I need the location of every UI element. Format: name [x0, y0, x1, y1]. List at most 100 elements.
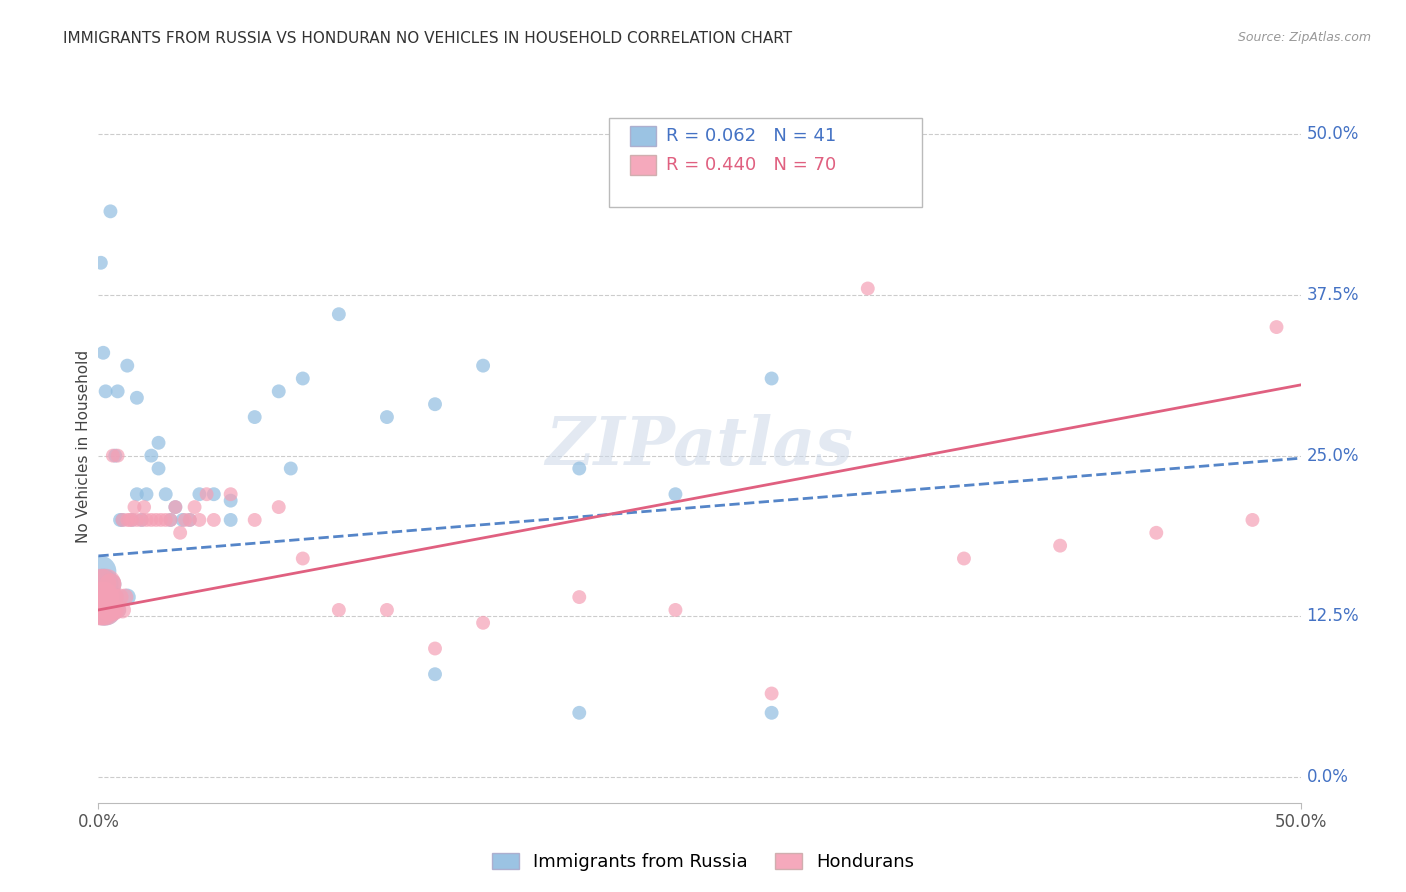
Point [159, 513, 181, 527]
Point [761, 686, 783, 700]
Point [328, 307, 350, 321]
Point [141, 513, 163, 527]
Point [118, 513, 141, 527]
Point [267, 384, 290, 399]
Legend: Immigrants from Russia, Hondurans: Immigrants from Russia, Hondurans [485, 846, 921, 879]
Point [568, 461, 591, 475]
Point [165, 500, 187, 514]
Point [101, 590, 124, 604]
Text: IMMIGRANTS FROM RUSSIA VS HONDURAN NO VEHICLES IN HOUSEHOLD CORRELATION CHART: IMMIGRANTS FROM RUSSIA VS HONDURAN NO VE… [63, 31, 793, 46]
Point [90, 590, 112, 604]
Point [188, 487, 211, 501]
Point [100, 577, 122, 591]
Point [423, 641, 446, 656]
Point [131, 513, 153, 527]
Point [141, 449, 163, 463]
Point [472, 615, 495, 630]
Text: ZIPatlas: ZIPatlas [546, 414, 853, 478]
Point [188, 513, 211, 527]
Point [94, 590, 117, 604]
Text: R = 0.062   N = 41: R = 0.062 N = 41 [666, 128, 837, 145]
Point [91, 590, 114, 604]
Point [375, 410, 398, 425]
Point [202, 487, 225, 501]
Point [219, 513, 242, 527]
Point [423, 397, 446, 411]
Point [117, 590, 139, 604]
Point [97, 603, 120, 617]
Point [423, 667, 446, 681]
Point [90, 256, 112, 270]
Point [135, 513, 157, 527]
Point [100, 603, 122, 617]
Point [132, 500, 155, 514]
Point [761, 371, 783, 385]
Point [219, 487, 242, 501]
Point [1241, 513, 1264, 527]
Point [91, 603, 114, 617]
Point [101, 449, 124, 463]
Point [135, 487, 157, 501]
Point [953, 551, 976, 566]
Text: 50.0%: 50.0% [1306, 125, 1360, 144]
Point [761, 706, 783, 720]
Point [155, 487, 177, 501]
Point [155, 513, 177, 527]
Point [90, 565, 112, 579]
Point [114, 590, 136, 604]
Point [165, 500, 187, 514]
Point [169, 525, 191, 540]
Point [172, 513, 194, 527]
Text: 37.5%: 37.5% [1306, 286, 1360, 304]
Point [856, 281, 879, 295]
Text: Source: ZipAtlas.com: Source: ZipAtlas.com [1237, 31, 1371, 45]
Point [104, 449, 127, 463]
Point [107, 384, 129, 399]
Point [179, 513, 201, 527]
Point [243, 513, 266, 527]
FancyBboxPatch shape [630, 155, 657, 175]
Point [101, 603, 124, 617]
Point [107, 449, 129, 463]
Point [183, 500, 205, 514]
Point [125, 487, 148, 501]
Point [100, 603, 122, 617]
Point [97, 603, 120, 617]
Point [219, 493, 242, 508]
Point [149, 513, 172, 527]
Point [568, 706, 591, 720]
Point [280, 461, 302, 475]
Point [202, 513, 225, 527]
Point [121, 513, 143, 527]
Point [131, 513, 153, 527]
Point [148, 435, 170, 450]
Point [97, 590, 120, 604]
Point [104, 590, 127, 604]
Point [117, 513, 139, 527]
Point [664, 487, 686, 501]
Point [125, 513, 148, 527]
Point [159, 513, 181, 527]
Point [108, 590, 131, 604]
Point [91, 603, 114, 617]
Y-axis label: No Vehicles in Household: No Vehicles in Household [76, 350, 91, 542]
Point [94, 603, 117, 617]
Point [1265, 320, 1288, 334]
Text: 25.0%: 25.0% [1306, 447, 1360, 465]
Text: R = 0.440   N = 70: R = 0.440 N = 70 [666, 156, 837, 174]
Point [1144, 525, 1167, 540]
Point [111, 513, 134, 527]
Point [100, 577, 122, 591]
FancyBboxPatch shape [630, 127, 657, 146]
Point [375, 603, 398, 617]
Text: 12.5%: 12.5% [1306, 607, 1360, 625]
Point [664, 603, 686, 617]
Point [148, 461, 170, 475]
Point [94, 603, 117, 617]
Point [1049, 539, 1071, 553]
Point [124, 500, 146, 514]
Point [90, 603, 112, 617]
Point [117, 359, 139, 373]
Point [111, 603, 134, 617]
Point [472, 359, 495, 373]
